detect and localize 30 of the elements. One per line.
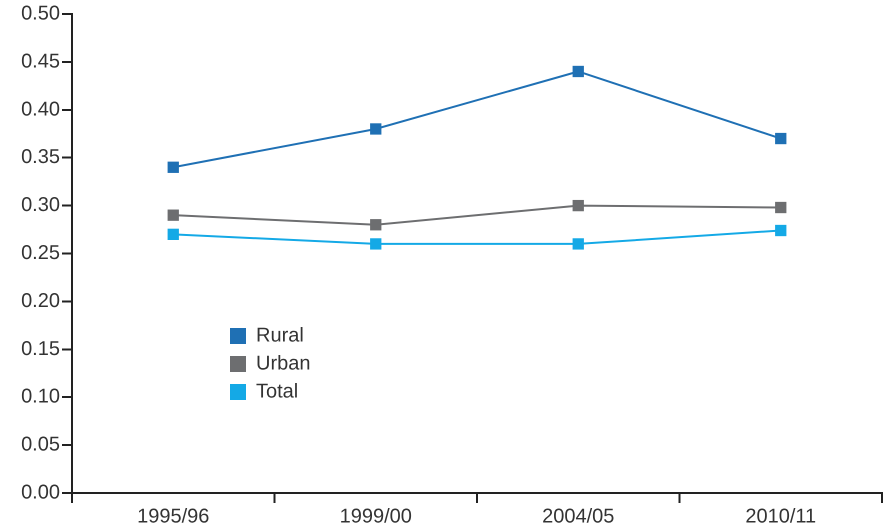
- y-tick-label: 0.05: [21, 434, 60, 456]
- y-tick-label: 0.10: [21, 386, 60, 408]
- point: [572, 66, 584, 78]
- point: [775, 202, 786, 214]
- point: [572, 200, 584, 212]
- point: [370, 238, 382, 250]
- point: [168, 162, 179, 173]
- y-tick-label: 0.30: [21, 194, 60, 216]
- y-tick-label: 0.35: [21, 146, 60, 168]
- point: [168, 228, 179, 240]
- point: [775, 224, 786, 236]
- y-tick-label: 0.25: [21, 242, 60, 264]
- point: [775, 132, 786, 144]
- point: [572, 238, 584, 250]
- y-tick-label: 0.20: [21, 290, 60, 312]
- legend-label: Total: [256, 380, 298, 403]
- y-tick-label: 0.15: [21, 338, 60, 360]
- point: [370, 219, 382, 230]
- y-tick-label: 0.00: [21, 482, 60, 504]
- point: [370, 123, 382, 135]
- legend-label: Rural: [256, 324, 304, 347]
- point: [168, 210, 179, 221]
- legend-label: Urban: [256, 352, 310, 375]
- x-tick-label: 1995/96: [137, 506, 210, 528]
- x-tick-label: 2004/05: [542, 506, 614, 528]
- y-tick-label: 0.40: [21, 98, 60, 120]
- x-tick-label: 2010/11: [745, 506, 816, 528]
- y-tick-label: 0.50: [21, 2, 60, 25]
- y-tick-label: 0.45: [21, 50, 60, 72]
- x-tick-label: 1999/00: [340, 506, 412, 528]
